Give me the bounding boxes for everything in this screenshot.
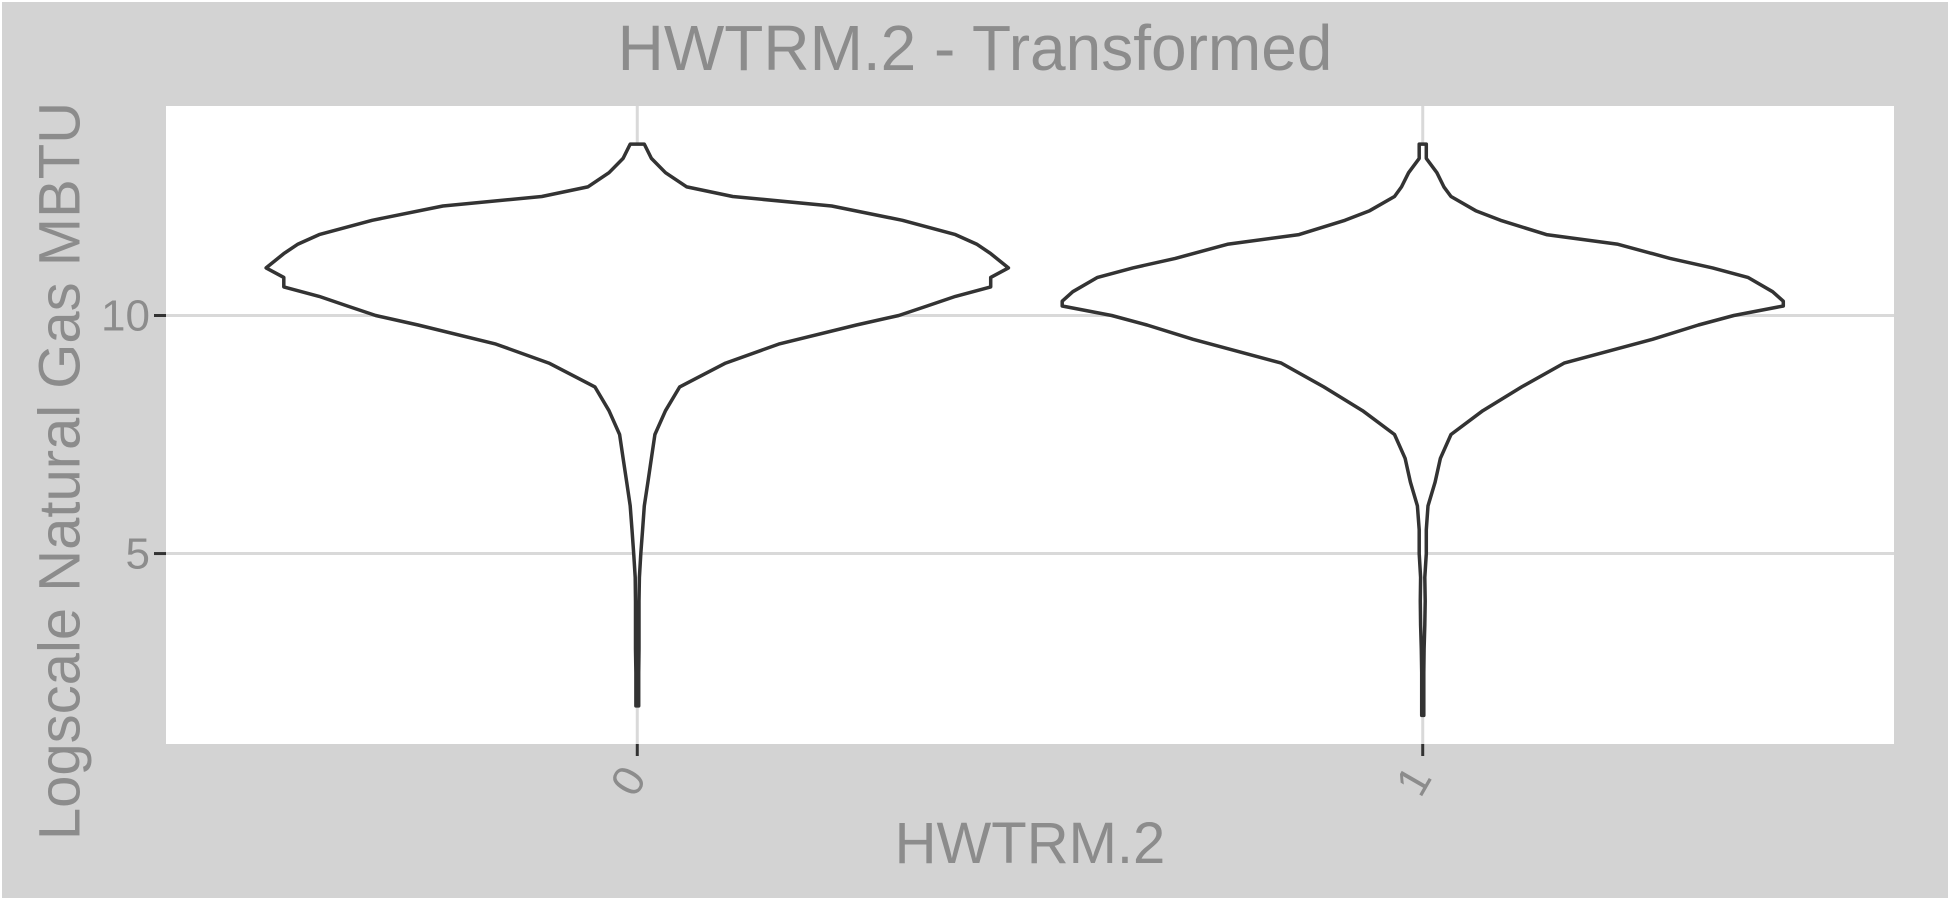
violins [264,142,1786,718]
violin-1 [1060,142,1786,718]
chart-title: HWTRM.2 - Transformed [617,12,1333,84]
violin-0 [264,142,1011,708]
y-tick-label: 5 [126,530,150,579]
x-axis-title: HWTRM.2 [894,811,1166,876]
plot-panel [166,106,1894,744]
x-tick-label: 0 [601,758,656,804]
y-tick-label: 10 [101,291,150,340]
x-tick-label: 1 [1387,758,1442,804]
